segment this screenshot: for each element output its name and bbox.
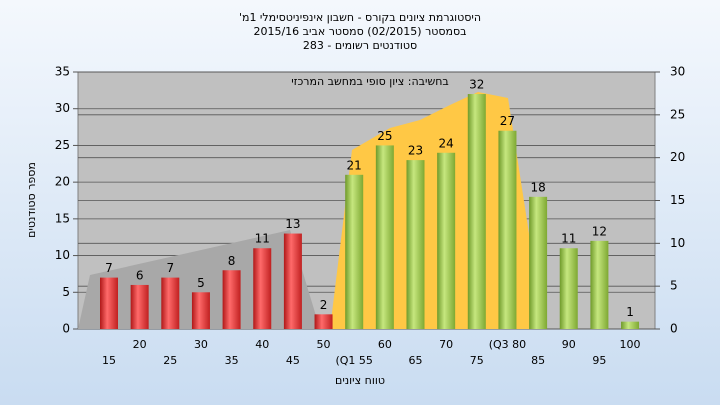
y2-tick-label: 25 <box>670 107 685 121</box>
bar <box>529 196 548 329</box>
y-tick-label: 5 <box>62 285 70 299</box>
bar <box>161 277 180 329</box>
value-label: 7 <box>166 261 174 275</box>
y-tick-label: 20 <box>55 175 70 189</box>
x-tick-label: (Q3 80 <box>489 338 526 351</box>
bar <box>345 174 364 329</box>
x-tick-label: 90 <box>562 338 576 351</box>
x-tick-label: 70 <box>439 338 453 351</box>
bar <box>314 314 333 329</box>
value-label: 18 <box>530 180 545 194</box>
bar <box>406 160 425 329</box>
value-label: 5 <box>197 276 205 290</box>
value-label: 2 <box>320 298 328 312</box>
bar <box>467 94 486 330</box>
annotation: בחשיבה: ציון סופי במחשב המרכזי <box>291 75 449 88</box>
value-label: 11 <box>255 232 270 246</box>
value-label: 1 <box>626 305 634 319</box>
value-label: 6 <box>136 268 144 282</box>
chart-title: היסטוגרמת ציונים בקורס - חשבון אינפיניטס… <box>239 11 481 24</box>
y2-tick-label: 0 <box>670 322 678 336</box>
x-tick-label: 15 <box>102 354 116 367</box>
value-label: 12 <box>592 224 607 238</box>
chart-subtitle: בסמסטר (02/2015) סמסטר אביב 2015/16 <box>253 25 466 38</box>
bar <box>559 248 578 329</box>
bar <box>130 284 149 329</box>
x-tick-label: 100 <box>620 338 641 351</box>
bar <box>283 233 302 329</box>
value-label: 27 <box>500 114 515 128</box>
bar <box>375 145 394 329</box>
x-tick-label: (Q1 55 <box>335 354 372 367</box>
bar <box>590 240 609 329</box>
bar <box>222 270 241 329</box>
value-label: 11 <box>561 232 576 246</box>
value-label: 13 <box>285 217 300 231</box>
x-axis-label: טווח ציונים <box>335 374 385 387</box>
bar <box>437 152 456 329</box>
x-tick-label: 40 <box>255 338 269 351</box>
y-axis-label: מספר סטודנטים <box>25 162 38 238</box>
bar <box>253 248 272 329</box>
y2-tick-label: 15 <box>670 193 685 207</box>
y2-tick-label: 20 <box>670 150 685 164</box>
chart-subtitle: סטודנטים רשומים - 283 <box>303 39 417 52</box>
bar <box>100 277 118 329</box>
x-tick-label: 20 <box>133 338 147 351</box>
value-label: 23 <box>408 144 423 158</box>
value-label: 32 <box>469 78 484 92</box>
value-label: 21 <box>347 158 362 172</box>
y-tick-label: 15 <box>55 211 70 225</box>
value-label: 8 <box>228 254 236 268</box>
x-tick-label: 25 <box>163 354 177 367</box>
value-label: 7 <box>105 261 113 275</box>
y-tick-label: 10 <box>55 248 70 262</box>
x-tick-label: 95 <box>592 354 606 367</box>
y-tick-label: 25 <box>55 138 70 152</box>
x-tick-label: 30 <box>194 338 208 351</box>
y2-tick-label: 10 <box>670 236 685 250</box>
x-tick-label: 60 <box>378 338 392 351</box>
y-tick-label: 0 <box>62 322 70 336</box>
bar <box>191 292 210 329</box>
y2-tick-label: 5 <box>670 279 678 293</box>
x-tick-label: 35 <box>225 354 239 367</box>
y-tick-label: 30 <box>55 101 70 115</box>
x-tick-label: 65 <box>409 354 423 367</box>
x-tick-label: 85 <box>531 354 545 367</box>
x-tick-label: 45 <box>286 354 300 367</box>
y2-tick-label: 30 <box>670 65 685 79</box>
value-label: 24 <box>439 136 454 150</box>
value-label: 25 <box>377 129 392 143</box>
x-tick-label: 50 <box>317 338 331 351</box>
x-tick-label: 75 <box>470 354 484 367</box>
bar <box>621 321 640 329</box>
y-tick-label: 35 <box>55 65 70 79</box>
bar <box>498 130 517 329</box>
